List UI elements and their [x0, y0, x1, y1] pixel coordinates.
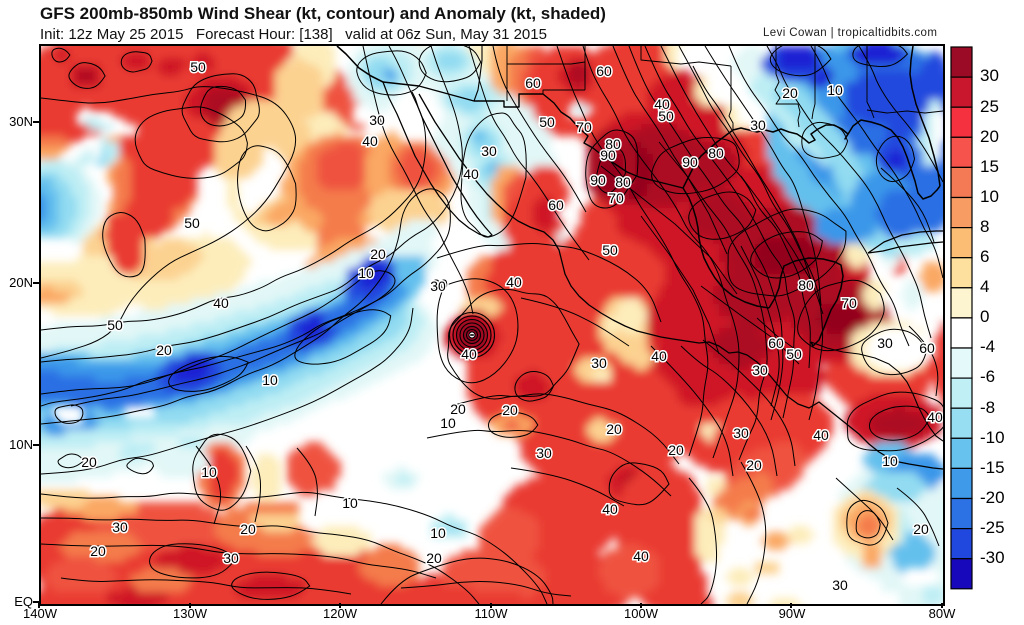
svg-text:40: 40 — [506, 274, 522, 290]
svg-text:40: 40 — [633, 548, 649, 564]
svg-text:20: 20 — [502, 402, 518, 418]
svg-text:90: 90 — [600, 147, 616, 163]
svg-text:70: 70 — [841, 295, 857, 311]
svg-text:10: 10 — [262, 372, 278, 388]
svg-text:10: 10 — [440, 415, 456, 431]
svg-text:40: 40 — [213, 295, 229, 311]
svg-text:70: 70 — [608, 190, 624, 206]
svg-text:40: 40 — [461, 346, 477, 362]
svg-text:20: 20 — [668, 442, 684, 458]
svg-text:40: 40 — [813, 427, 829, 443]
svg-text:30: 30 — [750, 117, 766, 133]
svg-text:20: 20 — [913, 521, 929, 537]
svg-text:40: 40 — [362, 133, 378, 149]
svg-text:20: 20 — [370, 246, 386, 262]
svg-text:70: 70 — [576, 119, 592, 135]
svg-text:60: 60 — [596, 63, 612, 79]
svg-text:10: 10 — [430, 525, 446, 541]
svg-text:30: 30 — [369, 112, 385, 128]
svg-text:30: 30 — [432, 276, 448, 292]
svg-text:50: 50 — [602, 242, 618, 258]
svg-text:20: 20 — [746, 457, 762, 473]
svg-text:80: 80 — [615, 174, 631, 190]
svg-text:40: 40 — [654, 96, 670, 112]
svg-text:60: 60 — [919, 340, 935, 356]
svg-text:40: 40 — [927, 409, 943, 425]
svg-text:30: 30 — [752, 362, 768, 378]
svg-text:50: 50 — [190, 59, 206, 75]
svg-text:80: 80 — [798, 277, 814, 293]
svg-text:50: 50 — [184, 215, 200, 231]
svg-text:10: 10 — [201, 464, 217, 480]
svg-text:30: 30 — [430, 278, 446, 294]
svg-text:10: 10 — [882, 453, 898, 469]
svg-text:30: 30 — [223, 550, 239, 566]
svg-text:50: 50 — [786, 346, 802, 362]
svg-text:80: 80 — [605, 136, 621, 152]
svg-text:80: 80 — [708, 145, 724, 161]
svg-text:10: 10 — [342, 495, 358, 511]
svg-text:30: 30 — [832, 577, 848, 593]
svg-text:30: 30 — [536, 445, 552, 461]
svg-text:90: 90 — [590, 172, 606, 188]
svg-text:50: 50 — [107, 317, 123, 333]
svg-text:50: 50 — [658, 108, 674, 124]
svg-text:40: 40 — [651, 348, 667, 364]
svg-text:50: 50 — [539, 114, 555, 130]
svg-text:20: 20 — [156, 342, 172, 358]
svg-text:30: 30 — [877, 335, 893, 351]
svg-text:20: 20 — [240, 521, 256, 537]
svg-text:20: 20 — [426, 550, 442, 566]
svg-text:30: 30 — [733, 425, 749, 441]
svg-text:60: 60 — [768, 335, 784, 351]
svg-text:20: 20 — [782, 85, 798, 101]
svg-text:30: 30 — [481, 143, 497, 159]
svg-text:10: 10 — [358, 265, 374, 281]
svg-text:60: 60 — [548, 197, 564, 213]
svg-text:30: 30 — [591, 355, 607, 371]
svg-text:20: 20 — [450, 401, 466, 417]
svg-text:10: 10 — [827, 82, 843, 98]
svg-text:40: 40 — [602, 501, 618, 517]
svg-text:90: 90 — [682, 154, 698, 170]
svg-text:20: 20 — [606, 421, 622, 437]
svg-text:20: 20 — [81, 454, 97, 470]
svg-text:40: 40 — [463, 166, 479, 182]
svg-text:20: 20 — [90, 543, 106, 559]
svg-text:60: 60 — [525, 75, 541, 91]
svg-text:30: 30 — [112, 519, 128, 535]
